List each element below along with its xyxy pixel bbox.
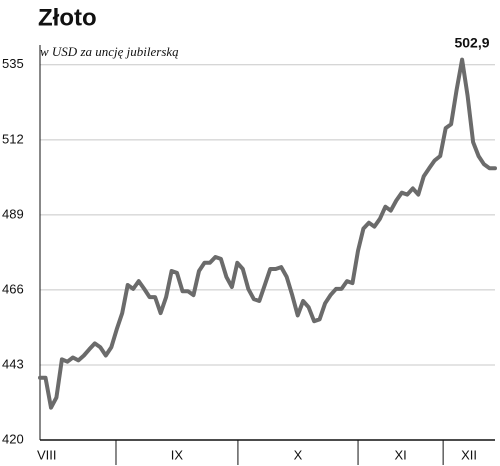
chart-subtitle: w USD za uncję jubilerską — [40, 44, 179, 59]
y-tick-label: 443 — [2, 356, 24, 371]
y-tick-label: 420 — [2, 431, 24, 446]
x-tick-label: XI — [394, 447, 406, 462]
price-line — [38, 57, 497, 410]
chart-title: Złoto — [38, 4, 97, 31]
y-tick-label: 466 — [2, 281, 24, 296]
y-tick-label: 489 — [2, 206, 24, 221]
x-tick-label: IX — [171, 447, 184, 462]
x-tick-label: XII — [461, 447, 477, 462]
y-tick-label: 535 — [2, 56, 24, 71]
y-tick-label: 512 — [2, 131, 24, 146]
x-tick-label: VIII — [37, 447, 57, 462]
annotation: 502,9 — [454, 35, 489, 51]
x-tick-label: X — [294, 447, 303, 462]
